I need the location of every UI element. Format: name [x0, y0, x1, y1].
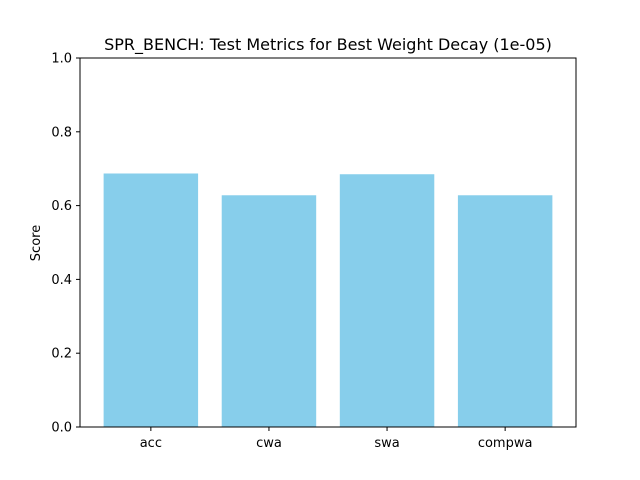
x-axis-ticks: acc cwa swa compwa: [140, 427, 533, 451]
bar-cwa: [221, 195, 317, 427]
x-tick-label: cwa: [256, 436, 282, 451]
x-tick-label: compwa: [478, 436, 533, 451]
y-axis-label: Score: [29, 225, 44, 261]
y-tick-label: 0.8: [51, 125, 72, 140]
y-axis-ticks: 0.0 0.2 0.4 0.6 0.8 1.0: [51, 52, 80, 436]
bars-group: [103, 173, 553, 427]
plot-frame: [79, 57, 577, 428]
y-tick-label: 0.2: [51, 347, 72, 362]
y-tick-label: 0.4: [51, 273, 72, 288]
y-tick-label: 0.0: [51, 421, 72, 436]
chart-title: SPR_BENCH: Test Metrics for Best Weight …: [104, 35, 552, 55]
x-tick-label: acc: [140, 436, 162, 451]
bar-swa: [339, 174, 435, 427]
bar-acc: [103, 173, 199, 427]
y-tick-label: 0.6: [51, 199, 72, 214]
x-tick-label: swa: [374, 436, 399, 451]
bar-compwa: [457, 195, 553, 427]
y-tick-label: 1.0: [51, 52, 72, 67]
